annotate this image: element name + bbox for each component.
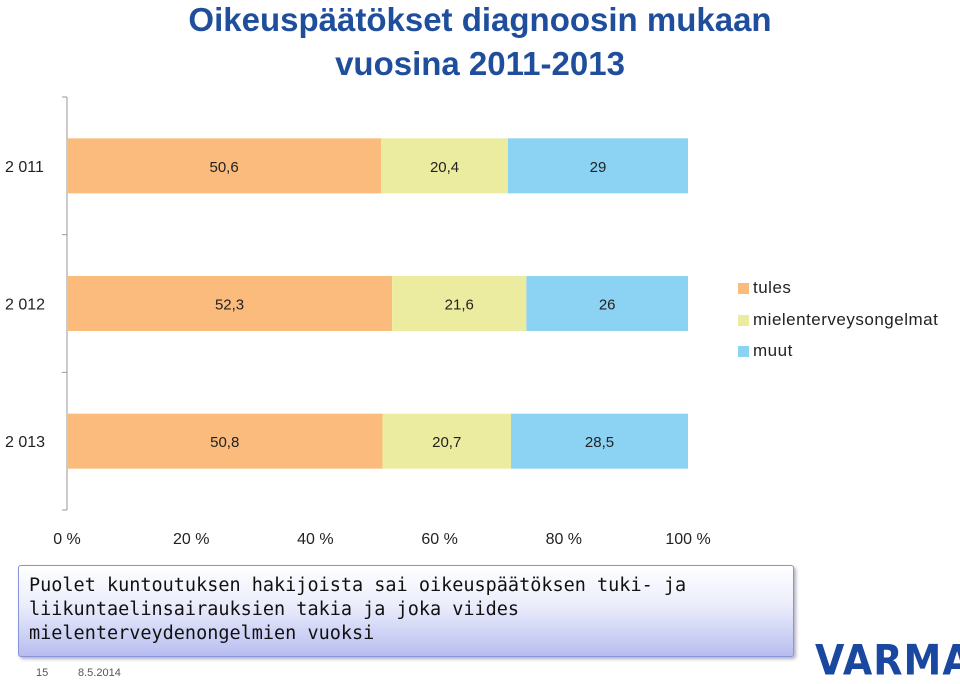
summary-callout: Puolet kuntoutuksen hakijoista sai oikeu… <box>18 565 794 657</box>
x-tick-label-5: 100 % <box>665 531 710 548</box>
category-label-0: 2 011 <box>5 159 44 176</box>
bar-mielenterveysongelmat-1 <box>392 276 527 331</box>
bar-tules-0 <box>67 138 382 194</box>
category-label-2: 2 013 <box>5 434 45 451</box>
legend-swatch-tules <box>738 282 749 294</box>
chart-title-line2: vuosina 2011-2013 <box>335 45 625 82</box>
bar-mielenterveysongelmat-0 <box>381 138 508 194</box>
x-tick-label-4: 80 % <box>546 531 582 548</box>
data-label-tules-1: 52,3 <box>215 297 244 314</box>
legend-label-muut: muut <box>753 341 793 360</box>
stacked-bar-chart: 50,6 20,4 29 2 011 52,3 21,6 26 2 012 50,8 20,7 28… <box>5 96 711 548</box>
legend-label-tules: tules <box>753 278 792 297</box>
bar-muut-0 <box>507 138 688 194</box>
chart-title-line1: Oikeuspäätökset diagnoosin mukaan <box>188 1 772 38</box>
x-tick-label-3: 60 % <box>421 531 457 548</box>
data-label-tules-2: 50,8 <box>210 434 239 451</box>
page-number: 15 <box>36 667 49 679</box>
legend-item-mielenterveysongelmat: mielenterveysongelmat <box>738 309 938 331</box>
legend-item-tules: tules <box>738 277 791 299</box>
bar-muut-2 <box>511 413 688 469</box>
footer-date: 8.5.2014 <box>78 667 121 679</box>
legend-item-muut: muut <box>738 340 793 362</box>
data-label-mielenterveysongelmat-2: 20,7 <box>432 434 461 451</box>
data-label-muut-0: 29 <box>590 159 607 176</box>
varma-logo: VARMA <box>815 635 960 684</box>
legend-label-mielenterveysongelmat: mielenterveysongelmat <box>753 310 939 329</box>
bar-mielenterveysongelmat-2 <box>382 413 512 469</box>
bar-muut-1 <box>526 276 688 331</box>
legend-swatch-muut <box>738 345 749 357</box>
category-label-1: 2 012 <box>5 297 45 314</box>
x-tick-label-2: 40 % <box>297 531 333 548</box>
data-label-mielenterveysongelmat-0: 20,4 <box>430 159 459 176</box>
x-tick-label-1: 20 % <box>173 531 209 548</box>
data-label-muut-2: 28,5 <box>585 434 614 451</box>
bar-tules-1 <box>67 276 393 331</box>
data-label-tules-0: 50,6 <box>210 159 239 176</box>
data-label-mielenterveysongelmat-1: 21,6 <box>445 297 474 314</box>
legend-swatch-mielenterveysongelmat <box>738 314 749 326</box>
bar-tules-2 <box>67 413 383 469</box>
x-tick-label-0: 0 % <box>53 531 81 548</box>
data-label-muut-1: 26 <box>599 297 616 314</box>
